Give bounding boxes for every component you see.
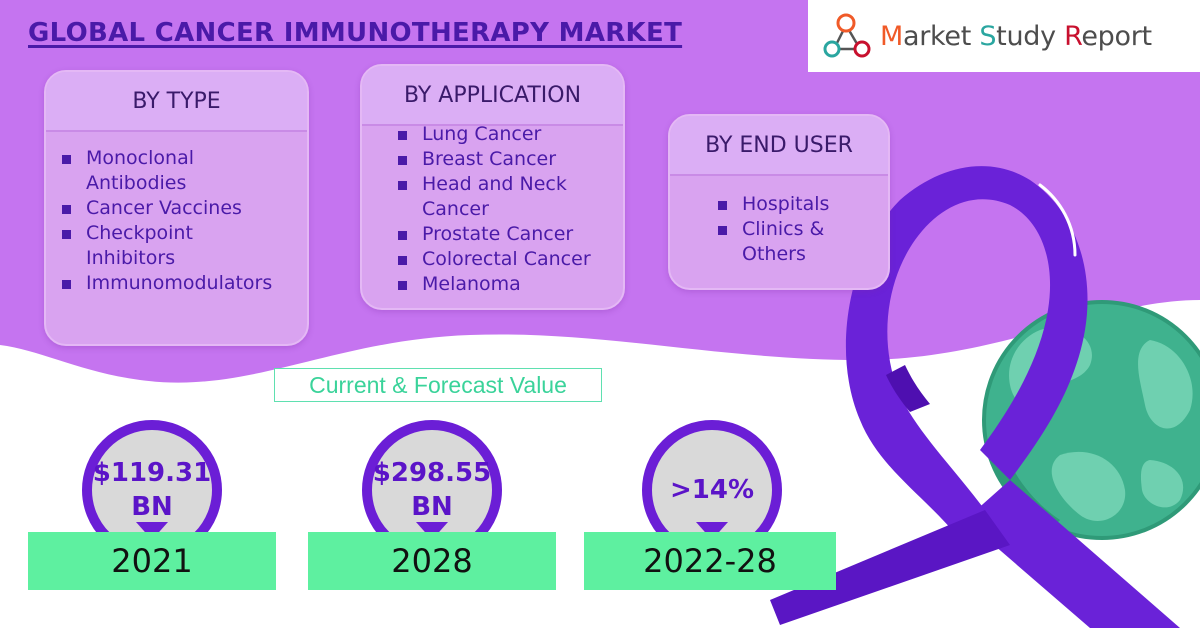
segment-item: Immunomodulators — [46, 271, 307, 296]
bullet-icon — [718, 226, 727, 235]
by-end-user-list: Hospitals Clinics & Others — [670, 176, 888, 267]
segment-item-text: Melanoma — [422, 273, 521, 295]
year-2021: 2021 — [28, 532, 276, 590]
brand-word-study: tudy — [996, 20, 1056, 52]
year-2028: 2028 — [308, 532, 556, 590]
segment-item-text: Prostate Cancer — [422, 223, 574, 245]
bullet-icon — [398, 156, 407, 165]
segment-item: Prostate Cancer — [362, 222, 623, 247]
by-end-user-card: BY END USER Hospitals Clinics & Others — [668, 114, 890, 290]
segment-item-text: Head and Neck — [422, 173, 567, 195]
by-application-list: Lung Cancer Breast Cancer Head and Neck Can… — [362, 122, 623, 297]
segment-item: Checkpoint Inhibitors — [46, 221, 307, 271]
forecast-label: Current & Forecast Value — [274, 368, 602, 402]
segment-item-text: Immunomodulators — [86, 272, 273, 294]
bullet-icon — [398, 231, 407, 240]
segment-item: Melanoma — [362, 272, 623, 297]
bullet-icon — [718, 201, 727, 210]
segment-item-text: Breast Cancer — [422, 148, 557, 170]
segment-item-text: Antibodies — [86, 172, 187, 194]
segment-item: Hospitals — [670, 192, 888, 217]
stat-value-line1: $298.55 — [372, 458, 492, 488]
segment-item-text: Checkpoint — [86, 222, 193, 244]
by-type-list: Monoclonal Antibodies Cancer Vaccines Check… — [46, 132, 307, 296]
segment-item-text: Inhibitors — [86, 247, 176, 269]
page-title: GLOBAL CANCER IMMUNOTHERAPY MARKET — [28, 18, 683, 48]
segment-item: Breast Cancer — [362, 147, 623, 172]
stat-value-line1: >14% — [669, 475, 755, 505]
segment-item-text: Hospitals — [742, 193, 830, 215]
bullet-icon — [398, 281, 407, 290]
bullet-icon — [62, 280, 71, 289]
segment-item: Clinics & Others — [670, 217, 888, 267]
segment-item-text: Cancer Vaccines — [86, 197, 242, 219]
segment-item: Monoclonal Antibodies — [46, 146, 307, 196]
bullet-icon — [62, 205, 71, 214]
brand-name: Market Study Report — [880, 20, 1152, 52]
bullet-icon — [398, 131, 407, 140]
segment-item-text: Lung Cancer — [422, 123, 542, 145]
bullet-icon — [398, 256, 407, 265]
stat-value-line2: BN — [131, 492, 173, 522]
by-end-user-heading: BY END USER — [670, 116, 888, 176]
segment-item: Colorectal Cancer — [362, 247, 623, 272]
year-2022-28: 2022-28 — [584, 532, 836, 590]
awareness-ribbon-icon — [770, 166, 1180, 628]
by-application-card: BY APPLICATION Lung Cancer Breast Cancer H… — [360, 64, 625, 310]
bullet-icon — [62, 155, 71, 164]
segment-item-text: Monoclonal — [86, 147, 194, 169]
segment-item: Cancer Vaccines — [46, 196, 307, 221]
bullet-icon — [398, 181, 407, 190]
brand-word-market: arket — [903, 20, 972, 52]
brand-logo[interactable]: Market Study Report — [808, 0, 1200, 72]
brand-word-report: eport — [1081, 20, 1152, 52]
stat-value-line1: $119.31 — [92, 458, 212, 488]
molecule-logo-icon — [823, 13, 871, 58]
segment-item: Lung Cancer — [362, 122, 623, 147]
segment-item-text: Colorectal Cancer — [422, 248, 591, 270]
segment-item-text: Cancer — [422, 198, 489, 220]
by-type-heading: BY TYPE — [46, 72, 307, 132]
segment-item: Head and Neck Cancer — [362, 172, 623, 222]
bullet-icon — [62, 230, 71, 239]
segment-item-text: Clinics & — [742, 218, 825, 240]
by-type-card: BY TYPE Monoclonal Antibodies Cancer Vacci… — [44, 70, 309, 346]
stat-value-line2: BN — [411, 492, 453, 522]
by-application-heading: BY APPLICATION — [362, 66, 623, 126]
segment-item-text: Others — [742, 243, 806, 265]
